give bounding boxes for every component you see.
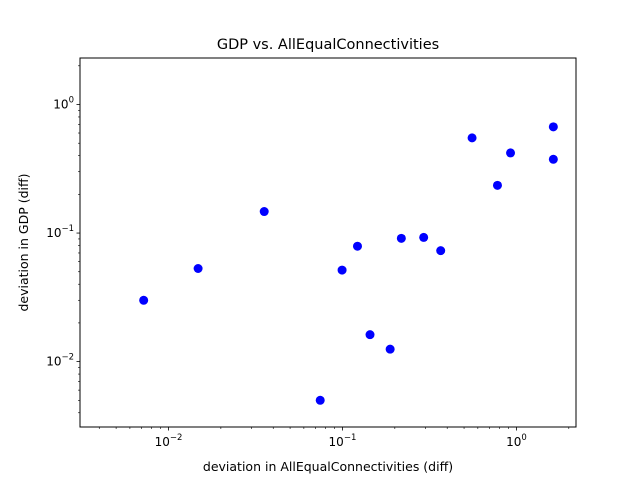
x-tick-label: 10−1 [329,433,357,449]
data-point [315,395,325,405]
y-tick-label: 10−1 [46,224,74,240]
data-point [139,295,149,305]
data-point [419,232,429,242]
axes-frame [79,57,577,428]
plot-area: 10−2 10−1 100 10−2 10−1 100 [46,65,570,449]
y-axis-label: deviation in GDP (diff) [16,173,31,311]
x-tick-label: 100 [506,433,527,449]
data-point [396,233,406,243]
data-point [436,246,446,256]
data-point [548,154,558,164]
data-point [193,264,203,274]
data-point [337,265,347,275]
data-point [467,133,477,143]
data-point [548,122,558,132]
y-tick-label: 10−2 [46,353,74,369]
data-point [492,180,502,190]
y-tick-label: 100 [53,96,74,112]
data-point [506,148,516,158]
data-point [385,344,395,354]
data-point [259,207,269,217]
data-point [365,330,375,340]
x-tick-label: 10−2 [155,433,183,449]
chart-title: GDP vs. AllEqualConnectivities [217,37,439,53]
data-point [352,241,362,251]
x-axis-label: deviation in AllEqualConnectivities (dif… [203,459,453,474]
